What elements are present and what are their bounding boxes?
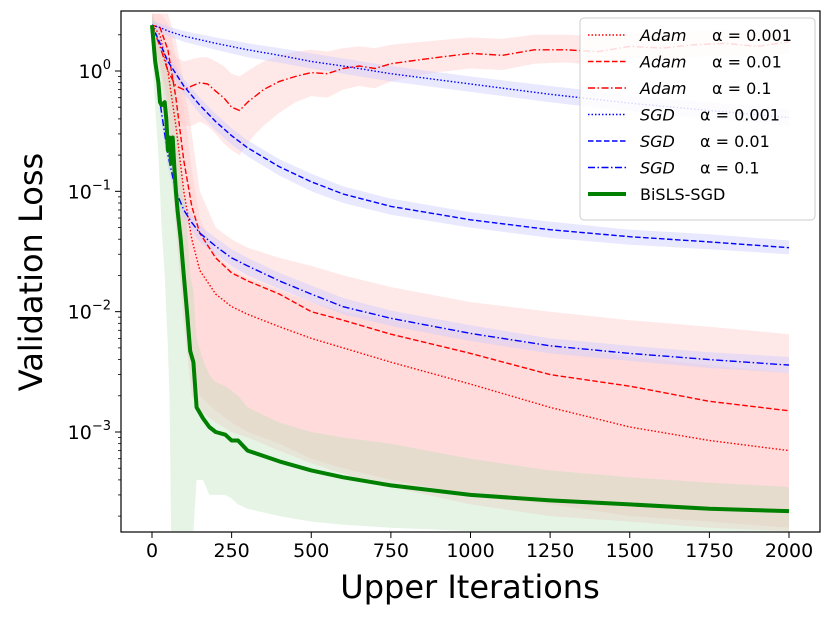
legend: Adam α = 0.001 Adam α = 0.01 Adam α = 0.1 SGD α… [579,17,816,221]
y-tick-label: 10−3 [68,419,111,444]
adam-001-legend-alpha: α = 0.01 [712,53,782,72]
x-tick-label: 500 [293,540,329,562]
x-tick-label: 250 [213,540,249,562]
adam-0001-band [152,13,789,532]
adam-0001-legend-alpha: α = 0.001 [712,26,792,45]
x-axis-label: Upper Iterations [340,568,599,606]
sgd-001-line [151,24,790,249]
x-tick-label: 1000 [446,540,494,562]
bisls-sgd-band [152,13,789,532]
y-tick-label: 10−2 [68,299,111,324]
y-tick-label: 100 [79,58,111,83]
sgd-01-legend-name: SGD [640,159,675,178]
x-tick-label: 1250 [526,540,574,562]
adam-0001-line [151,24,790,452]
adam-01-legend-name: Adam [639,79,687,98]
sgd-001-legend-name: SGD [640,132,675,151]
legend-frame [579,17,816,221]
adam-001-legend-name: Adam [639,53,687,72]
adam-0001-legend-name: Adam [639,26,687,45]
x-axis: 0 250 500 750 1000 1250 1500 1750 2000 [146,532,813,562]
x-tick-label: 0 [146,540,158,562]
sgd-0001-legend-alpha: α = 0.001 [700,106,780,125]
sgd-001-legend-alpha: α = 0.01 [700,132,770,151]
adam-001-line [151,24,790,412]
y-tick-label: 10−1 [68,178,111,203]
y-axis: 100 10−1 10−2 10−3 [68,34,121,517]
adam-01-legend-alpha: α = 0.1 [712,79,772,98]
sgd-01-legend-alpha: α = 0.1 [700,159,760,178]
adam-001-band [152,13,789,528]
x-tick-label: 2000 [765,540,813,562]
y-axis-label: Validation Loss [12,153,50,391]
x-tick-label: 750 [373,540,409,562]
bisls-sgd-legend-name: BiSLS-SGD [640,185,725,204]
sgd-0001-legend-name: SGD [640,106,675,125]
x-tick-label: 1750 [685,540,733,562]
x-tick-label: 1500 [606,540,654,562]
bisls-sgd-line [150,25,790,514]
series-lines [150,24,790,514]
